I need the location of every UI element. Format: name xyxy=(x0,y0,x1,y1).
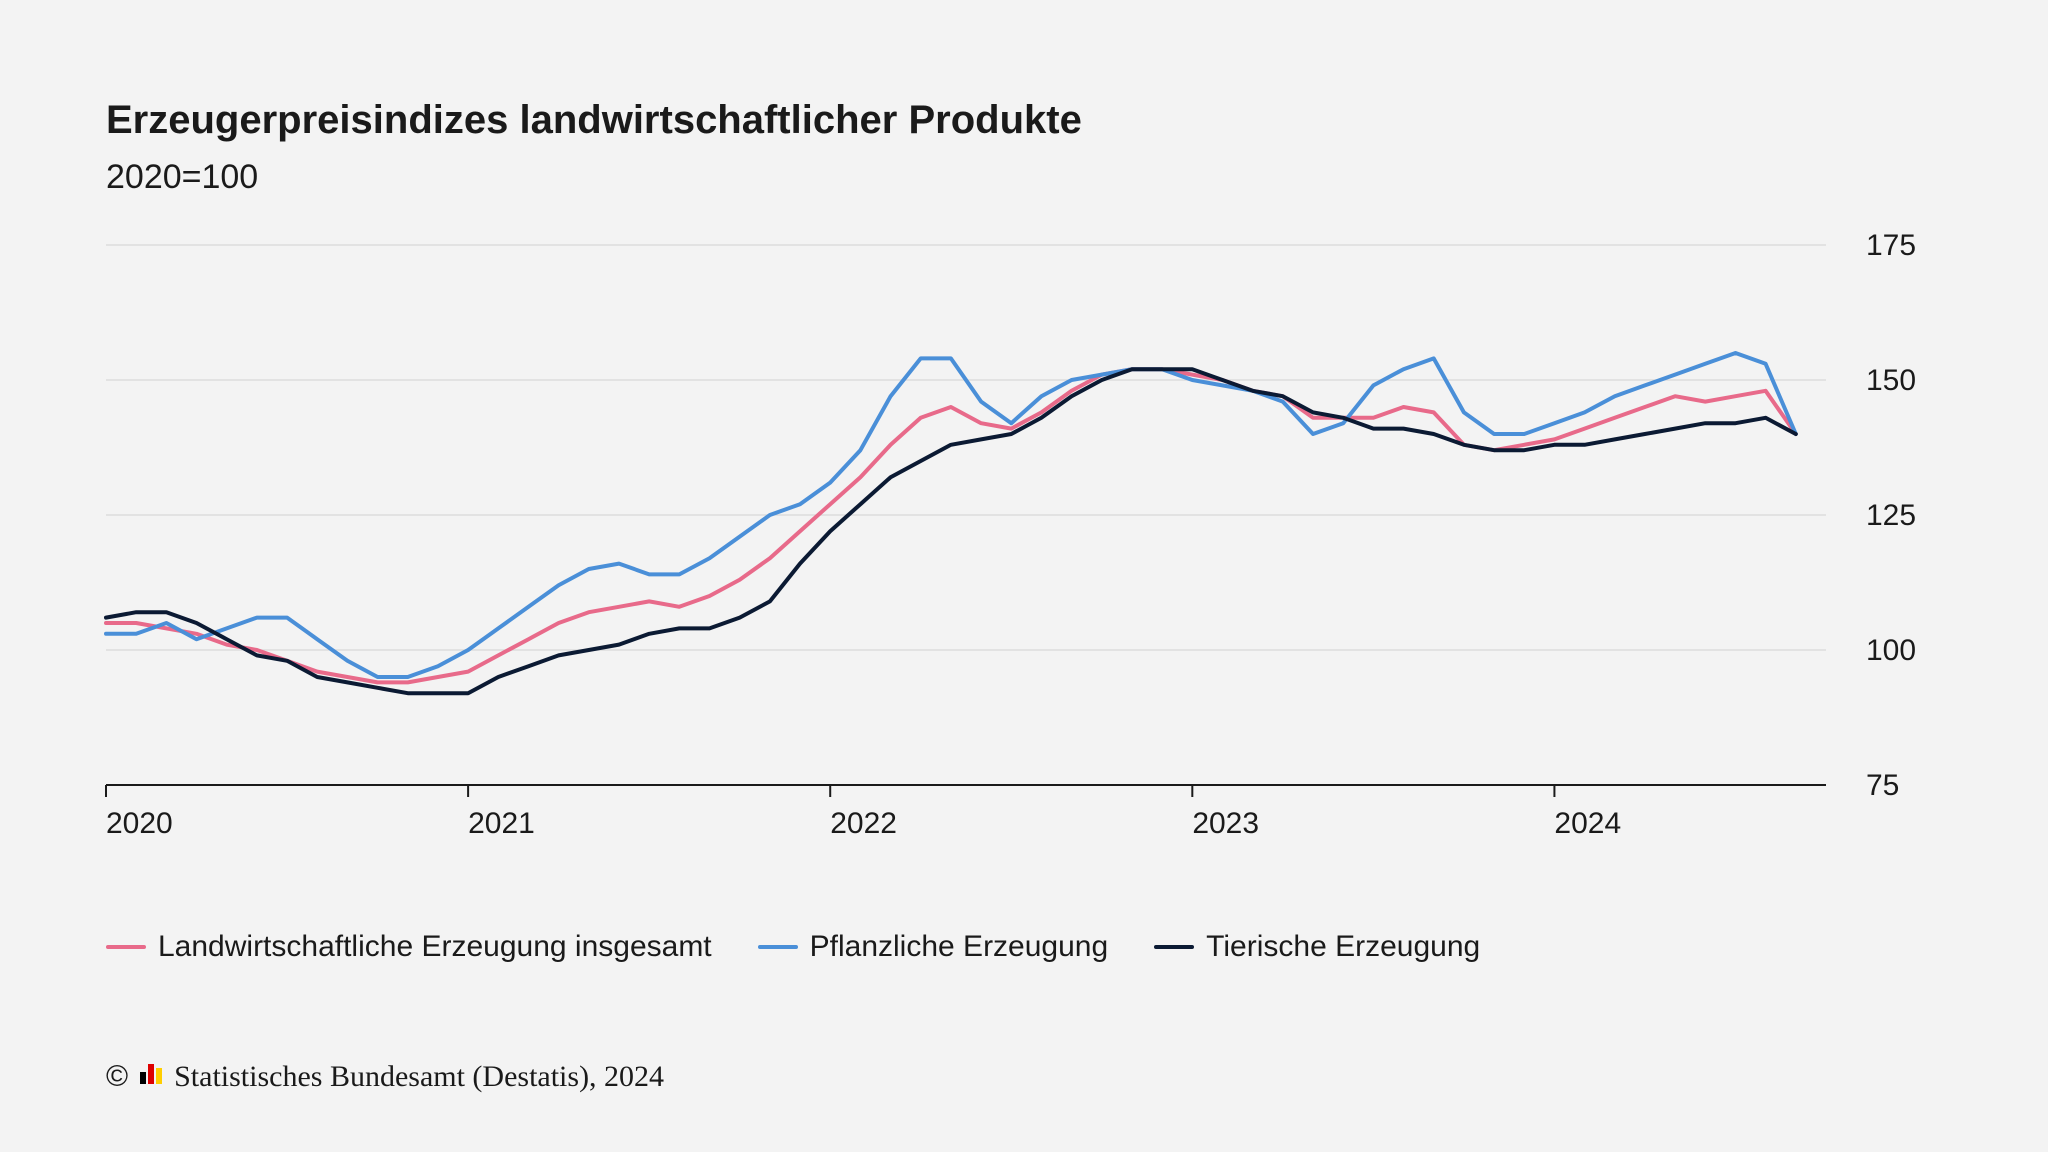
legend-swatch xyxy=(1154,945,1194,949)
legend-item: Tierische Erzeugung xyxy=(1154,930,1480,964)
series-gesamt xyxy=(106,369,1796,682)
legend-label: Pflanzliche Erzeugung xyxy=(810,930,1109,964)
chart-plot-area: 2020202120222023202475100125150175 xyxy=(106,235,1826,835)
copyright-symbol: © xyxy=(106,1060,128,1094)
legend-swatch xyxy=(758,945,798,949)
x-tick-label: 2020 xyxy=(106,807,173,840)
y-tick-label: 100 xyxy=(1866,634,1916,667)
line-chart-svg: 2020202120222023202475100125150175 xyxy=(106,235,1826,835)
x-tick-label: 2024 xyxy=(1554,807,1621,840)
attribution: © Statistisches Bundesamt (Destatis), 20… xyxy=(106,1060,664,1094)
x-tick-label: 2023 xyxy=(1192,807,1259,840)
y-tick-label: 75 xyxy=(1866,769,1899,802)
y-tick-label: 125 xyxy=(1866,499,1916,532)
legend-item: Landwirtschaftliche Erzeugung insgesamt xyxy=(106,930,712,964)
chart-subtitle: 2020=100 xyxy=(106,158,258,197)
chart-title: Erzeugerpreisindizes landwirtschaftliche… xyxy=(106,98,1082,143)
chart-legend: Landwirtschaftliche Erzeugung insgesamt P… xyxy=(106,930,1480,964)
legend-label: Tierische Erzeugung xyxy=(1206,930,1480,964)
y-tick-label: 175 xyxy=(1866,229,1916,262)
legend-item: Pflanzliche Erzeugung xyxy=(758,930,1109,964)
destatis-logo-icon xyxy=(138,1060,164,1094)
x-tick-label: 2021 xyxy=(468,807,535,840)
attribution-text: Statistisches Bundesamt (Destatis), 2024 xyxy=(174,1060,664,1094)
legend-label: Landwirtschaftliche Erzeugung insgesamt xyxy=(158,930,712,964)
legend-swatch xyxy=(106,945,146,949)
x-tick-label: 2022 xyxy=(830,807,897,840)
series-tierisch xyxy=(106,369,1796,693)
y-tick-label: 150 xyxy=(1866,364,1916,397)
